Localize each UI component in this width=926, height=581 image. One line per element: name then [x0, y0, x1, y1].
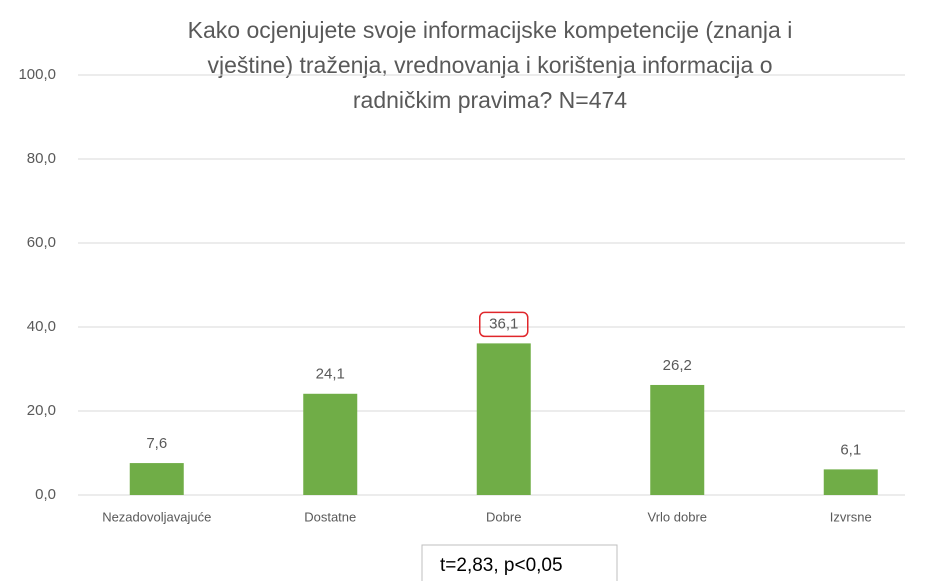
annotation: t=2,83, p<0,05	[440, 555, 563, 576]
bar	[823, 469, 878, 495]
bar	[650, 384, 705, 495]
y-tick-label: 20,0	[27, 402, 56, 419]
value-label: 24,1	[316, 366, 345, 383]
y-tick-label: 60,0	[27, 234, 56, 251]
value-label: 36,1	[489, 315, 518, 332]
value-label: 26,2	[663, 357, 692, 374]
bar	[303, 393, 358, 495]
y-tick-label: 80,0	[27, 150, 56, 167]
x-tick-label: Nezadovoljavajuće	[102, 509, 211, 524]
bar	[476, 343, 531, 495]
value-label: 6,1	[840, 441, 861, 458]
x-tick-label: Izvrsne	[830, 509, 872, 524]
x-tick-label: Dobre	[486, 509, 521, 524]
x-tick-label: Dostatne	[304, 509, 356, 524]
annotation-box	[421, 544, 618, 581]
y-tick-label: 40,0	[27, 318, 56, 335]
bar	[129, 463, 184, 495]
y-tick-label: 0,0	[35, 486, 56, 503]
value-label: 7,6	[146, 435, 167, 452]
chart-title: Kako ocjenjujete svoje informacijske kom…	[188, 17, 793, 43]
chart-title: radničkim pravima? N=474	[353, 87, 627, 113]
y-tick-label: 100,0	[18, 66, 56, 83]
chart-title: vještine) traženja, vrednovanja i korišt…	[207, 52, 772, 78]
x-tick-label: Vrlo dobre	[648, 509, 708, 524]
highlight-box	[479, 311, 529, 338]
